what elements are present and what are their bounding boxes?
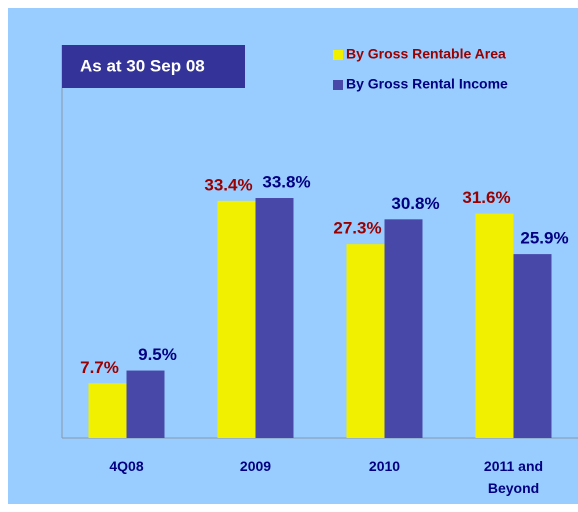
bar (384, 219, 423, 438)
legend-swatch (333, 50, 343, 60)
value-label: 31.6% (462, 188, 510, 207)
bar (513, 254, 552, 438)
value-label: 7.7% (80, 358, 119, 377)
value-label: 33.4% (204, 175, 252, 194)
bar (475, 213, 514, 438)
value-label: 25.9% (520, 229, 568, 248)
bar (346, 244, 385, 438)
x-tick-label: 4Q08 (109, 458, 144, 474)
annotation: As at 30 Sep 08 (80, 56, 205, 75)
annotation-box (62, 45, 245, 88)
value-label: 33.8% (262, 173, 310, 192)
x-tick-label: 2009 (239, 458, 272, 474)
bar (217, 200, 256, 438)
legend-swatch (333, 80, 343, 90)
value-label: 9.5% (138, 345, 177, 364)
bar (255, 198, 294, 438)
legend-label: By Gross Rental Income (346, 76, 508, 92)
value-label: 27.3% (333, 219, 381, 238)
x-tick-label: 2011 and Beyond (483, 458, 544, 496)
bar (126, 370, 165, 438)
x-tick-label: 2010 (368, 458, 401, 474)
legend-label: By Gross Rentable Area (346, 46, 506, 62)
value-label: 30.8% (391, 194, 439, 213)
bar (88, 383, 127, 438)
